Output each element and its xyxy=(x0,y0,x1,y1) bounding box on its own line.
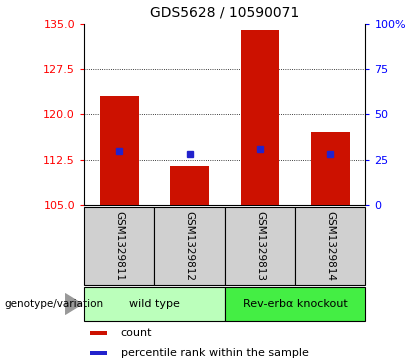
Text: count: count xyxy=(121,328,152,338)
Polygon shape xyxy=(65,294,82,314)
Bar xyxy=(225,207,295,285)
Title: GDS5628 / 10590071: GDS5628 / 10590071 xyxy=(150,6,299,20)
Text: GSM1329812: GSM1329812 xyxy=(184,211,194,281)
Bar xyxy=(241,30,279,205)
Bar xyxy=(89,331,107,335)
Text: GSM1329813: GSM1329813 xyxy=(255,211,265,281)
Text: GSM1329811: GSM1329811 xyxy=(114,211,124,281)
Bar xyxy=(89,351,107,355)
Bar xyxy=(170,166,209,205)
Bar xyxy=(155,207,225,285)
Text: GSM1329814: GSM1329814 xyxy=(325,211,335,281)
Bar xyxy=(84,207,155,285)
Bar xyxy=(84,287,225,321)
Bar xyxy=(100,96,139,205)
Bar xyxy=(295,207,365,285)
Text: Rev-erbα knockout: Rev-erbα knockout xyxy=(243,299,347,309)
Text: percentile rank within the sample: percentile rank within the sample xyxy=(121,348,308,358)
Bar xyxy=(311,132,349,205)
Text: wild type: wild type xyxy=(129,299,180,309)
Text: genotype/variation: genotype/variation xyxy=(4,299,103,309)
Bar xyxy=(225,287,365,321)
